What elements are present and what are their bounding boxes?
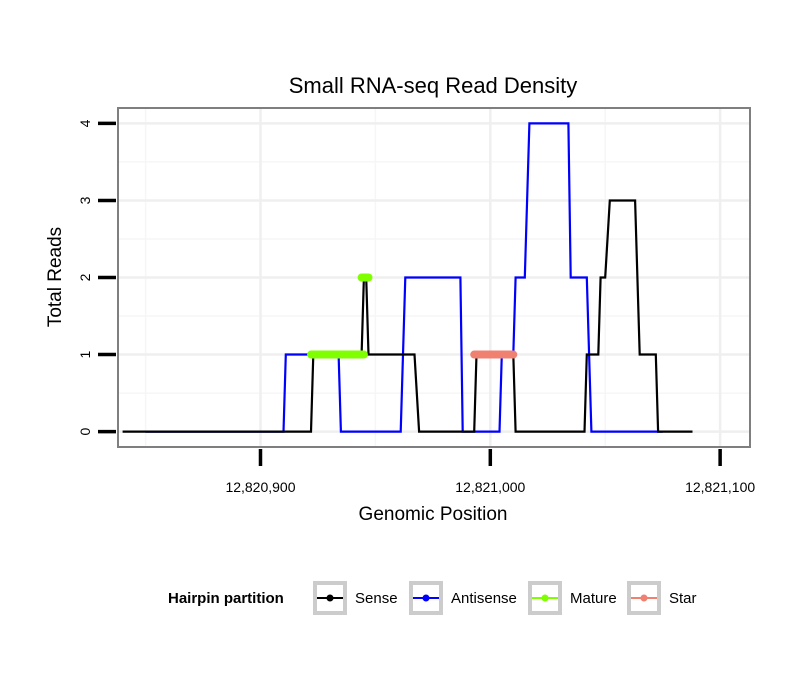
legend-item-mature: Mature bbox=[528, 581, 617, 615]
legend-key-dot bbox=[422, 594, 430, 602]
legend-item-star: Star bbox=[627, 581, 697, 615]
plot-panel-border bbox=[117, 107, 751, 448]
legend-item-sense: Sense bbox=[313, 581, 398, 615]
legend-label: Antisense bbox=[451, 590, 517, 607]
y-tick-label: 1 bbox=[77, 350, 93, 358]
series-layer bbox=[122, 122, 693, 433]
y-axis: 0 1 2 3 4 bbox=[77, 119, 116, 435]
series-line-sense bbox=[122, 199, 693, 433]
legend-title: Hairpin partition bbox=[168, 590, 284, 607]
legend-key-dot bbox=[640, 594, 648, 602]
series-sense bbox=[122, 199, 693, 433]
legend-label: Sense bbox=[355, 590, 398, 607]
x-tick-label: 12,821,000 bbox=[455, 479, 525, 495]
legend-key-dot bbox=[541, 594, 549, 602]
series-line-antisense bbox=[145, 122, 663, 433]
y-tick-label: 4 bbox=[77, 119, 93, 127]
x-axis: 12,820,900 12,821,000 12,821,100 bbox=[225, 449, 755, 495]
legend: Hairpin partition Sense Antisense Mature St… bbox=[168, 581, 697, 615]
legend-label: Star bbox=[669, 590, 697, 607]
chart-title: Small RNA-seq Read Density bbox=[289, 73, 578, 98]
legend-label: Mature bbox=[570, 590, 617, 607]
y-tick-label: 3 bbox=[77, 196, 93, 204]
y-axis-title: Total Reads bbox=[45, 227, 66, 327]
y-tick-label: 0 bbox=[77, 427, 93, 435]
x-tick-label: 12,821,100 bbox=[685, 479, 755, 495]
y-tick-label: 2 bbox=[77, 273, 93, 281]
series-mature bbox=[307, 273, 373, 359]
x-axis-title: Genomic Position bbox=[359, 504, 508, 525]
legend-key-dot bbox=[326, 594, 334, 602]
series-antisense bbox=[145, 122, 663, 433]
legend-item-antisense: Antisense bbox=[409, 581, 517, 615]
x-tick-label: 12,820,900 bbox=[225, 479, 295, 495]
